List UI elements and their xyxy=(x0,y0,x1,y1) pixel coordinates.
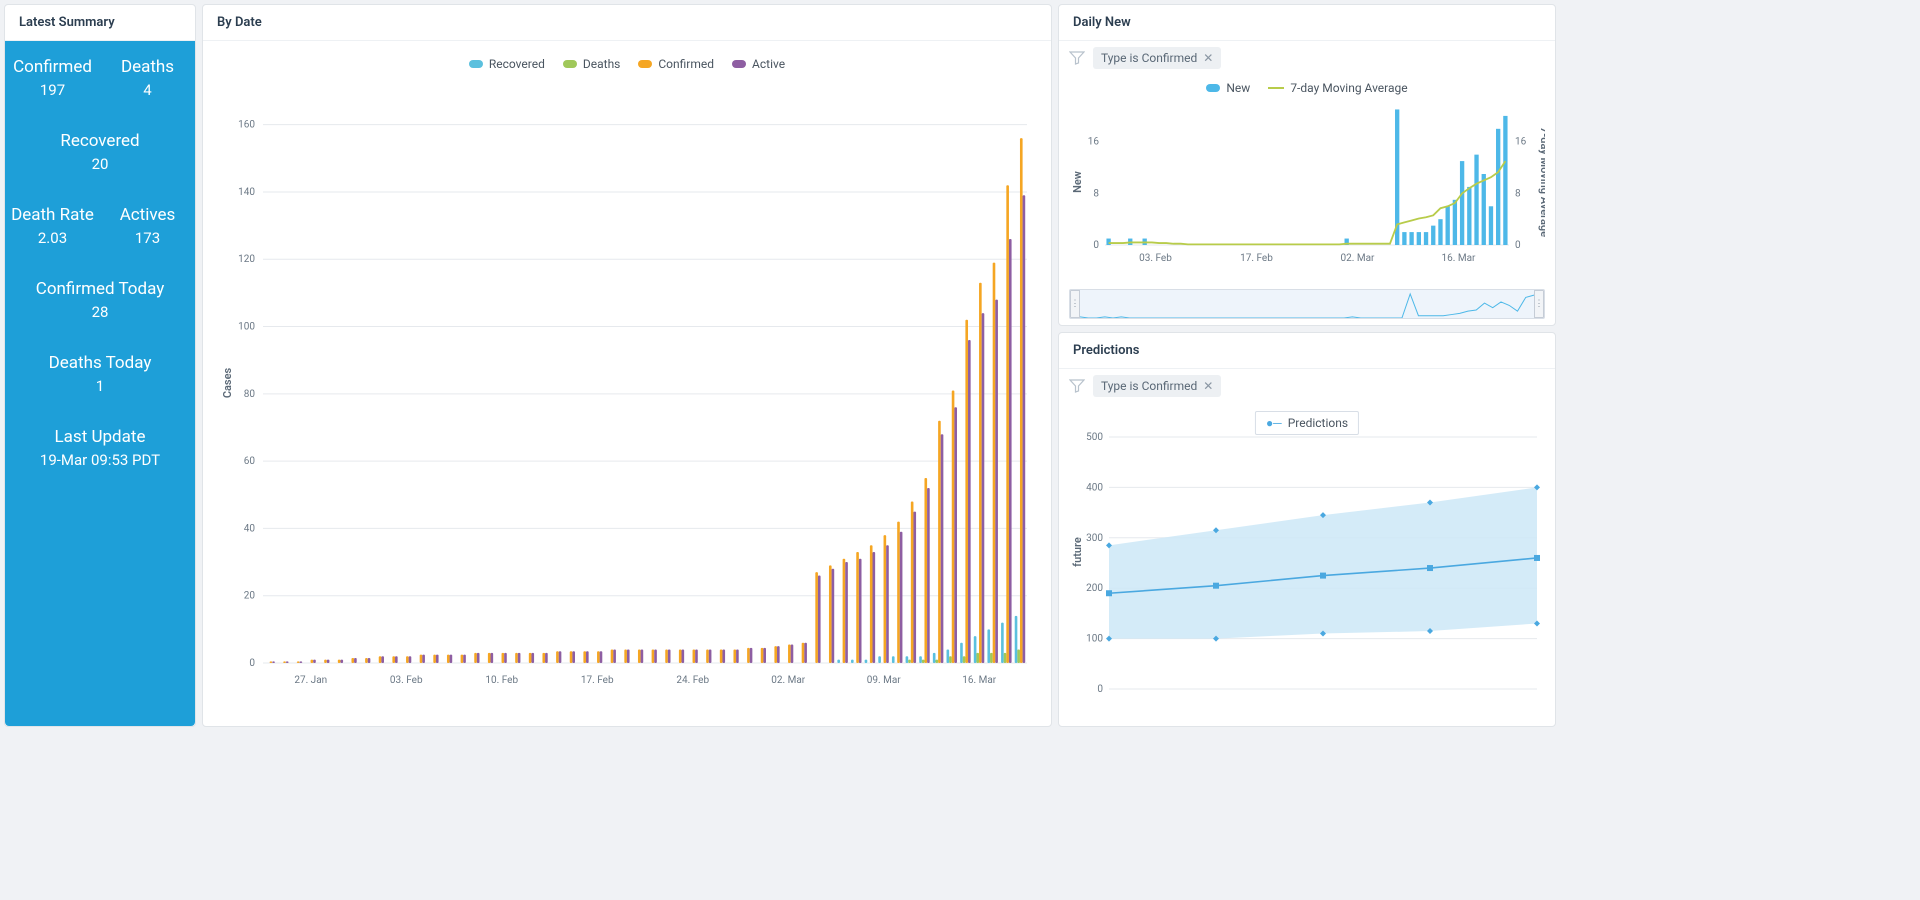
svg-text:100: 100 xyxy=(238,322,255,333)
svg-text:09. Mar: 09. Mar xyxy=(867,675,902,686)
svg-text:Cases: Cases xyxy=(221,367,234,398)
predictions-filter-row: Type is Confirmed ✕ xyxy=(1059,369,1555,403)
daily-new-svg: 0 0 8 8 16 16 New 7-day Moving Average 03. Feb 17… xyxy=(1069,97,1545,267)
svg-text:17. Feb: 17. Feb xyxy=(1240,253,1273,264)
latest-summary-panel: Latest Summary Confirmed 197 Deaths 4 Re… xyxy=(4,4,196,727)
predictions-svg: 0 100 200 300 400 500 future xyxy=(1069,407,1545,697)
svg-text:140: 140 xyxy=(238,187,255,198)
by-date-legend: RecoveredDeathsConfirmedActive xyxy=(217,51,1037,73)
by-date-svg: 0 20 40 60 80 100 120 140 160 Cases 27. Jan 03. Feb… xyxy=(217,73,1037,693)
svg-text:16. Mar: 16. Mar xyxy=(1442,253,1477,264)
daily-new-legend: New7-day Moving Average xyxy=(1059,75,1555,97)
svg-text:60: 60 xyxy=(244,456,256,467)
predictions-filter-chip[interactable]: Type is Confirmed ✕ xyxy=(1093,375,1221,397)
slider-handle-right[interactable]: ⋮ xyxy=(1534,290,1544,318)
svg-text:0: 0 xyxy=(1097,684,1103,695)
svg-text:40: 40 xyxy=(244,523,256,534)
svg-text:300: 300 xyxy=(1086,533,1103,544)
svg-text:500: 500 xyxy=(1086,432,1103,443)
svg-text:100: 100 xyxy=(1086,634,1103,645)
close-icon[interactable]: ✕ xyxy=(1203,379,1213,393)
svg-text:80: 80 xyxy=(244,389,256,400)
svg-text:8: 8 xyxy=(1515,188,1521,199)
daily-new-filter-row: Type is Confirmed ✕ xyxy=(1059,41,1555,75)
predictions-panel: Predictions Type is Confirmed ✕ ●─ Predi… xyxy=(1058,332,1556,727)
svg-text:0: 0 xyxy=(1515,240,1521,251)
svg-text:03. Feb: 03. Feb xyxy=(1139,253,1172,264)
svg-text:24. Feb: 24. Feb xyxy=(676,675,709,686)
funnel-icon xyxy=(1069,50,1085,66)
daily-new-title: Daily New xyxy=(1059,5,1555,41)
svg-text:03. Feb: 03. Feb xyxy=(390,675,423,686)
daily-new-filter-chip[interactable]: Type is Confirmed ✕ xyxy=(1093,47,1221,69)
svg-text:17. Feb: 17. Feb xyxy=(581,675,614,686)
range-slider[interactable]: ⋮ ⋮ xyxy=(1069,289,1545,319)
svg-text:02. Mar: 02. Mar xyxy=(771,675,806,686)
svg-text:200: 200 xyxy=(1086,583,1103,594)
summary-deaths: Deaths 4 xyxy=(100,41,195,115)
svg-text:16. Mar: 16. Mar xyxy=(962,675,997,686)
by-date-title: By Date xyxy=(203,5,1051,41)
funnel-icon xyxy=(1069,378,1085,394)
summary-deaths-today: Deaths Today 1 xyxy=(5,337,195,411)
svg-text:16: 16 xyxy=(1088,137,1100,148)
summary-confirmed: Confirmed 197 xyxy=(5,41,100,115)
svg-text:10. Feb: 10. Feb xyxy=(485,675,518,686)
by-date-chart[interactable]: RecoveredDeathsConfirmedActive 0 20 40 60 80… xyxy=(203,41,1051,726)
svg-text:New: New xyxy=(1071,171,1084,193)
summary-actives: Actives 173 xyxy=(100,189,195,263)
summary-death-rate: Death Rate 2.03 xyxy=(5,189,100,263)
predictions-title: Predictions xyxy=(1059,333,1555,369)
svg-text:20: 20 xyxy=(244,591,256,602)
by-date-panel: By Date RecoveredDeathsConfirmedActive 0… xyxy=(202,4,1052,727)
svg-text:future: future xyxy=(1071,537,1084,567)
summary-last-update: Last Update 19-Mar 09:53 PDT xyxy=(5,411,195,485)
close-icon[interactable]: ✕ xyxy=(1203,51,1213,65)
summary-title: Latest Summary xyxy=(5,5,195,41)
svg-text:27. Jan: 27. Jan xyxy=(294,675,327,686)
predictions-legend: ●─ Predictions xyxy=(1255,411,1359,435)
daily-new-panel: Daily New Type is Confirmed ✕ New7-day M… xyxy=(1058,4,1556,326)
svg-text:7-day Moving Average: 7-day Moving Average xyxy=(1538,127,1545,237)
svg-text:160: 160 xyxy=(238,120,255,131)
summary-body: Confirmed 197 Deaths 4 Recovered 20 Deat… xyxy=(5,41,195,726)
svg-text:16: 16 xyxy=(1515,137,1527,148)
svg-text:8: 8 xyxy=(1093,188,1099,199)
svg-text:120: 120 xyxy=(238,254,255,265)
svg-text:02. Mar: 02. Mar xyxy=(1341,253,1376,264)
slider-handle-left[interactable]: ⋮ xyxy=(1070,290,1080,318)
svg-text:0: 0 xyxy=(249,658,255,669)
svg-text:0: 0 xyxy=(1093,240,1099,251)
summary-confirmed-today: Confirmed Today 28 xyxy=(5,263,195,337)
summary-recovered: Recovered 20 xyxy=(5,115,195,189)
svg-text:400: 400 xyxy=(1086,482,1103,493)
